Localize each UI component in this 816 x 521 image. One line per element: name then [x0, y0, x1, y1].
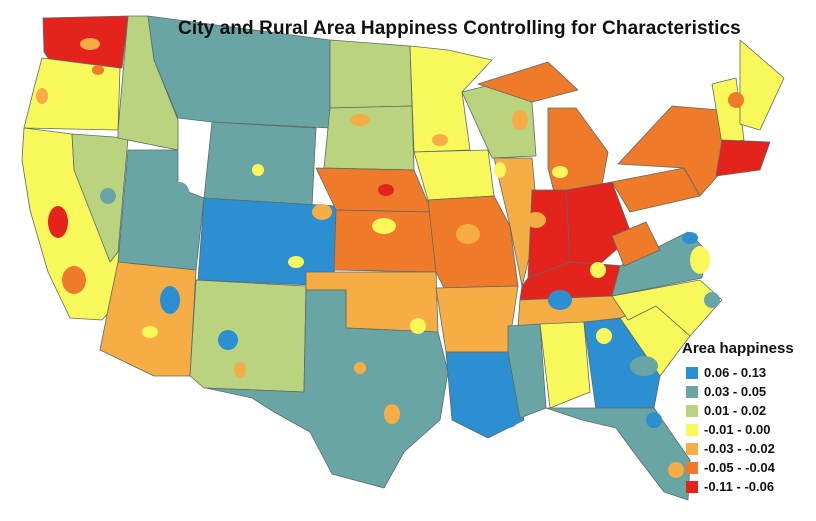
county-patch — [512, 110, 528, 130]
legend-item: -0.05 - -0.04 — [676, 458, 814, 477]
legend-item: -0.03 - -0.02 — [676, 439, 814, 458]
county-patch — [668, 462, 684, 478]
county-patch — [48, 206, 68, 238]
legend-label: 0.06 - 0.13 — [704, 365, 767, 380]
county-patch — [354, 362, 366, 374]
county-patch — [630, 356, 658, 376]
county-patch — [100, 188, 116, 204]
legend: Area happiness 0.06 - 0.13 0.03 - 0.05 0.0… — [676, 340, 814, 496]
state-region-fl — [545, 407, 691, 501]
county-patch — [682, 232, 698, 244]
state-region-pa — [611, 167, 701, 213]
county-patch — [728, 92, 744, 108]
county-patch — [548, 290, 572, 310]
state-region-tx — [205, 289, 449, 489]
state-region-nm — [189, 279, 307, 393]
county-patch — [378, 184, 394, 196]
state-region-or — [23, 57, 121, 131]
legend-label: -0.05 - -0.04 — [704, 460, 775, 475]
state-region-nc — [611, 279, 723, 337]
legend-item: 0.03 - 0.05 — [676, 382, 814, 401]
legend-swatch — [686, 480, 698, 493]
legend-swatch — [686, 461, 698, 474]
county-patch — [288, 256, 304, 268]
legend-item: 0.06 - 0.13 — [676, 363, 814, 382]
state-region-ut — [117, 149, 205, 271]
county-patch — [590, 262, 606, 278]
county-patch — [142, 326, 158, 338]
county-patch — [372, 218, 396, 234]
county-patch — [498, 412, 518, 428]
state-region-sd — [323, 105, 415, 171]
county-patch — [742, 144, 754, 156]
county-patch — [350, 114, 370, 126]
state-region-nd — [329, 39, 413, 109]
county-patch — [704, 292, 720, 308]
state-region-az — [99, 261, 197, 377]
state-region-me — [739, 39, 785, 131]
legend-swatch — [686, 366, 698, 379]
county-patch — [62, 266, 86, 294]
county-patch — [466, 366, 486, 394]
legend-label: 0.03 - 0.05 — [704, 384, 767, 399]
county-patch — [160, 286, 180, 314]
county-patch — [36, 88, 48, 104]
state-region-wv — [611, 221, 661, 267]
county-patch — [80, 38, 100, 50]
county-patch — [312, 204, 332, 220]
county-patch — [584, 208, 604, 224]
legend-title: Area happiness — [682, 340, 794, 357]
legend-item: -0.11 - -0.06 — [676, 477, 814, 496]
state-region-ia — [413, 149, 495, 201]
county-patch — [218, 330, 238, 350]
legend-item: -0.01 - 0.00 — [676, 420, 814, 439]
state-region-ms — [507, 323, 547, 419]
state-region-ar — [435, 285, 519, 353]
state-region-wy — [203, 121, 317, 207]
legend-item: 0.01 - 0.02 — [676, 401, 814, 420]
county-patch — [170, 182, 190, 210]
county-patch — [410, 318, 426, 334]
county-patch — [552, 166, 568, 178]
legend-label: -0.03 - -0.02 — [704, 441, 775, 456]
legend-swatch — [686, 423, 698, 436]
county-patch — [432, 134, 448, 146]
state-region-al — [539, 321, 591, 409]
county-patch — [690, 246, 710, 274]
legend-label: 0.01 - 0.02 — [704, 403, 767, 418]
state-region-ne — [315, 167, 433, 213]
state-region-ma-ri-ct — [715, 139, 771, 177]
county-patch — [526, 212, 546, 228]
state-region-mi-up — [477, 61, 579, 103]
map-title: City and Rural Area Happiness Controllin… — [178, 18, 741, 39]
county-patch — [494, 162, 506, 178]
county-patch — [596, 328, 612, 344]
legend-swatch — [686, 442, 698, 455]
county-patch — [384, 404, 400, 424]
legend-swatch — [686, 385, 698, 398]
legend-swatch — [686, 404, 698, 417]
legend-label: -0.01 - 0.00 — [704, 422, 771, 437]
legend-label: -0.11 - -0.06 — [704, 479, 775, 494]
county-patch — [92, 65, 104, 75]
county-patch — [234, 362, 246, 378]
county-patch — [646, 412, 662, 428]
county-patch — [252, 164, 264, 176]
county-patch — [456, 224, 480, 244]
